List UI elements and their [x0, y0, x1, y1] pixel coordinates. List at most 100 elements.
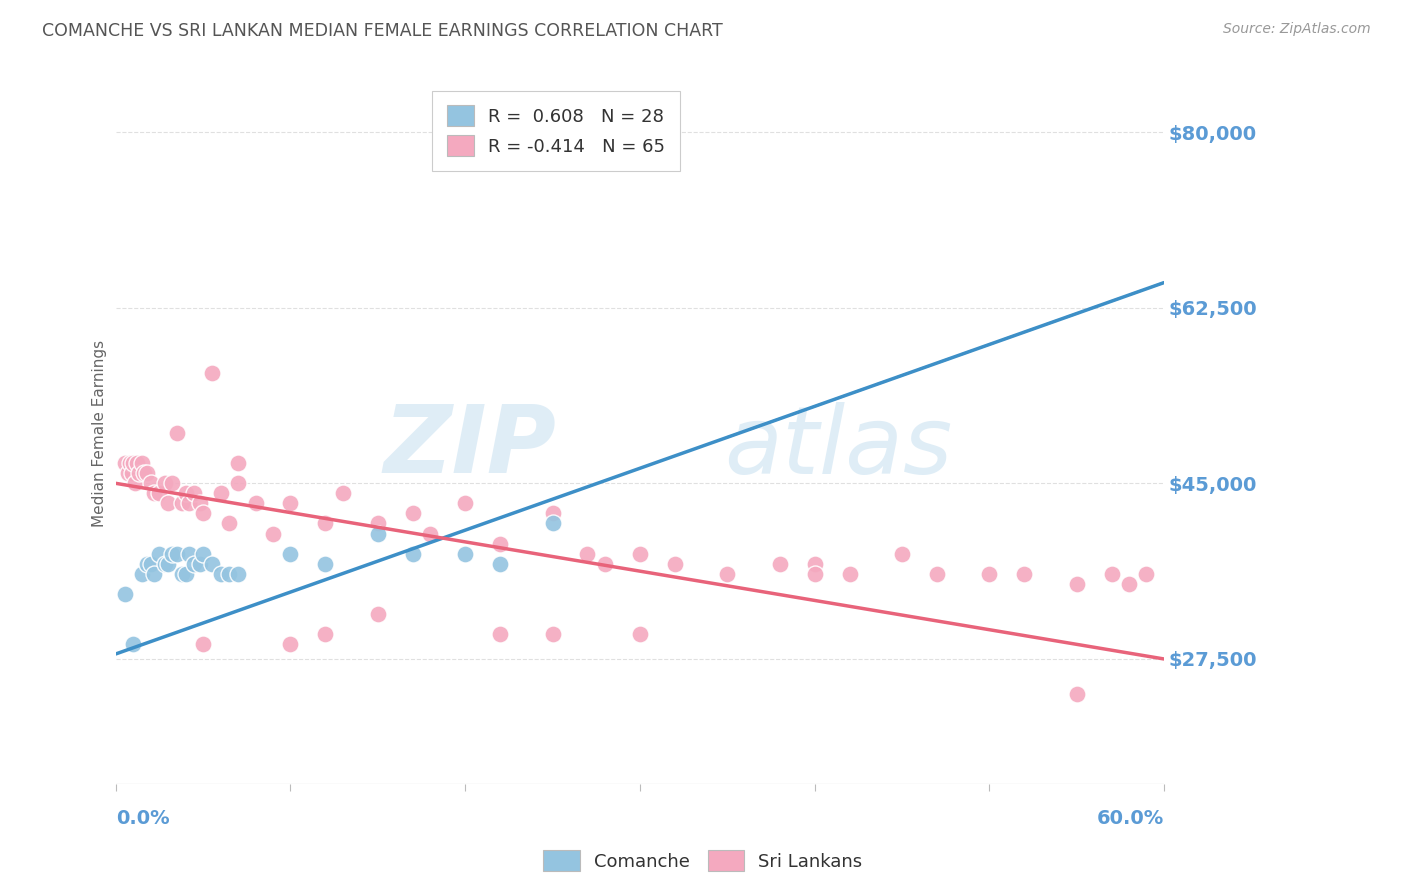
Point [489, 536, 512, 550]
Point [1066, 687, 1088, 701]
Point [925, 566, 948, 581]
Point [1118, 576, 1140, 591]
Point [122, 637, 145, 651]
Point [117, 467, 139, 481]
Point [1012, 566, 1035, 581]
Point [664, 557, 686, 571]
Point [314, 557, 336, 571]
Point [132, 467, 155, 481]
Point [628, 547, 651, 561]
Point [226, 456, 249, 470]
Point [280, 496, 302, 510]
Point [153, 557, 176, 571]
Point [1066, 576, 1088, 591]
Point [419, 526, 441, 541]
Legend: Comanche, Sri Lankans: Comanche, Sri Lankans [536, 843, 870, 879]
Point [124, 476, 146, 491]
Point [402, 507, 425, 521]
Point [148, 547, 170, 561]
Point [188, 557, 211, 571]
Point [402, 547, 425, 561]
Point [454, 496, 477, 510]
Point [803, 566, 825, 581]
Point [489, 557, 512, 571]
Point [541, 507, 564, 521]
Point [160, 476, 183, 491]
Point [593, 557, 616, 571]
Point [183, 557, 205, 571]
Point [838, 566, 860, 581]
Text: 60.0%: 60.0% [1097, 810, 1164, 829]
Text: Source: ZipAtlas.com: Source: ZipAtlas.com [1223, 22, 1371, 37]
Point [174, 566, 197, 581]
Point [628, 627, 651, 641]
Point [209, 566, 232, 581]
Point [367, 607, 389, 621]
Point [157, 496, 180, 510]
Point [890, 547, 912, 561]
Point [188, 496, 211, 510]
Text: 0.0%: 0.0% [115, 810, 170, 829]
Point [139, 476, 162, 491]
Point [314, 516, 336, 531]
Point [166, 547, 188, 561]
Point [454, 547, 477, 561]
Point [226, 476, 249, 491]
Point [218, 516, 240, 531]
Point [191, 547, 214, 561]
Point [131, 566, 153, 581]
Point [226, 566, 249, 581]
Point [332, 486, 354, 500]
Text: COMANCHE VS SRI LANKAN MEDIAN FEMALE EARNINGS CORRELATION CHART: COMANCHE VS SRI LANKAN MEDIAN FEMALE EAR… [42, 22, 723, 40]
Point [148, 486, 170, 500]
Point [118, 456, 141, 470]
Point [121, 467, 143, 481]
Point [541, 627, 564, 641]
Point [179, 496, 201, 510]
Point [143, 486, 166, 500]
Point [122, 456, 145, 470]
Point [209, 486, 232, 500]
Legend: R =  0.608   N = 28, R = -0.414   N = 65: R = 0.608 N = 28, R = -0.414 N = 65 [432, 91, 679, 170]
Point [280, 547, 302, 561]
Point [172, 566, 194, 581]
Point [489, 627, 512, 641]
Point [262, 526, 284, 541]
Point [153, 476, 176, 491]
Point [179, 547, 201, 561]
Point [136, 557, 159, 571]
Text: atlas: atlas [724, 401, 952, 492]
Point [716, 566, 738, 581]
Point [367, 526, 389, 541]
Point [768, 557, 790, 571]
Point [183, 486, 205, 500]
Point [1135, 566, 1157, 581]
Point [114, 456, 136, 470]
Point [280, 637, 302, 651]
Point [174, 486, 197, 500]
Point [139, 557, 162, 571]
Point [136, 467, 159, 481]
Point [172, 496, 194, 510]
Point [157, 557, 180, 571]
Point [576, 547, 599, 561]
Point [201, 557, 224, 571]
Point [166, 426, 188, 441]
Point [201, 366, 224, 380]
Point [803, 557, 825, 571]
Point [131, 456, 153, 470]
Point [125, 456, 148, 470]
Point [1101, 566, 1123, 581]
Point [367, 516, 389, 531]
Point [541, 516, 564, 531]
Point [128, 467, 150, 481]
Point [191, 507, 214, 521]
Point [979, 566, 1001, 581]
Text: ZIP: ZIP [384, 401, 555, 493]
Point [160, 547, 183, 561]
Y-axis label: Median Female Earnings: Median Female Earnings [93, 340, 107, 526]
Point [245, 496, 267, 510]
Point [191, 637, 214, 651]
Point [143, 566, 166, 581]
Point [314, 627, 336, 641]
